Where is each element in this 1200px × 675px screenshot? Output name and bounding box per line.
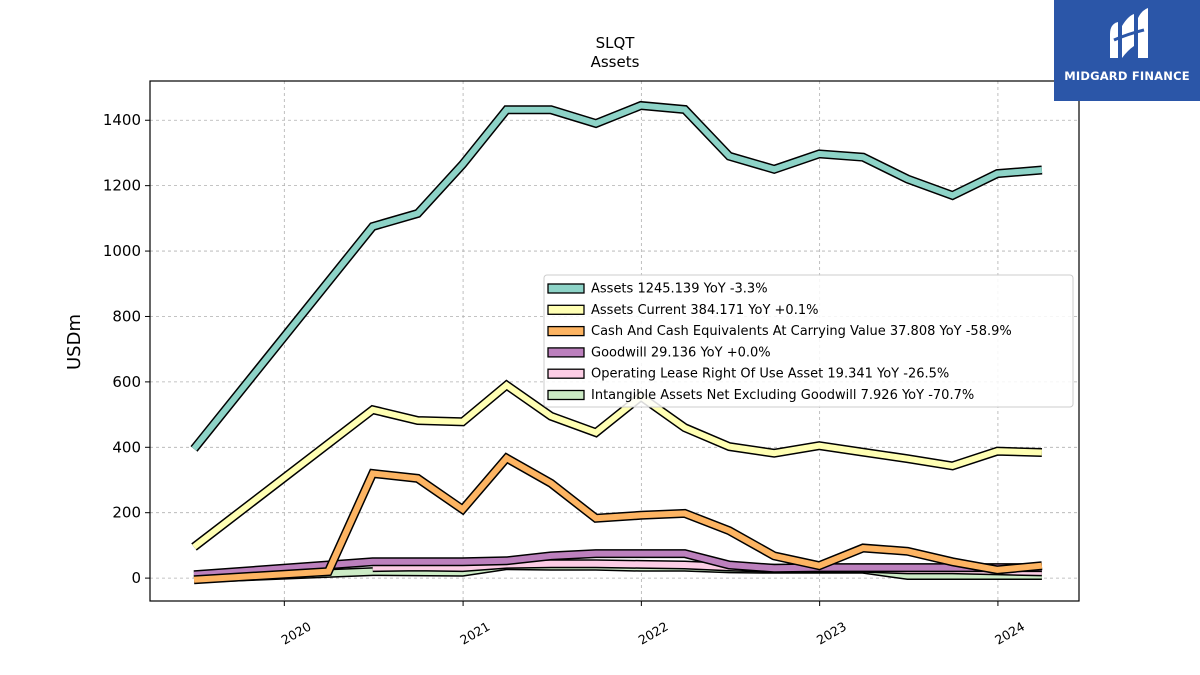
x-axis: 2020 2021 2022 2023 2024: [279, 601, 1027, 648]
y-tick-label: 800: [112, 307, 141, 325]
series-line-cash-and-cash-equivalents-at-carrying-value: [193, 454, 1043, 583]
plot-frame: [149, 80, 1080, 602]
logo-text: MIDGARD FINANCE: [1064, 69, 1190, 83]
series-outline-assets-current: [191, 379, 1043, 551]
legend-swatch: [547, 283, 585, 294]
legend: Assets 1245.139 YoY -3.3% Assets Current …: [543, 274, 1074, 408]
logo: MIDGARD FINANCE: [1054, 0, 1200, 101]
x-tick-label: 2023: [814, 619, 849, 648]
x-tick-label: 2024: [992, 619, 1027, 648]
y-tick-label: 0: [131, 569, 141, 587]
y-tick-label: 400: [112, 438, 141, 456]
y-tick-label: 600: [112, 373, 141, 391]
legend-entry: Operating Lease Right Of Use Asset 19.34…: [591, 367, 949, 382]
x-tick-label: 2020: [279, 619, 314, 648]
legend-swatch: [547, 347, 585, 358]
y-tick-label: 1400: [103, 111, 141, 129]
y-tick-label: 1000: [103, 242, 141, 260]
legend-swatch: [547, 304, 585, 315]
legend-swatch: [547, 325, 585, 337]
y-tick-label: 200: [112, 504, 141, 522]
series-line-assets-current: [192, 381, 1042, 550]
legend-entry: Intangible Assets Net Excluding Goodwill…: [591, 388, 974, 403]
legend-entry: Cash And Cash Equivalents At Carrying Va…: [591, 324, 1012, 339]
y-axis-label: USDm: [64, 314, 85, 370]
x-tick-label: 2021: [457, 619, 492, 648]
y-axis: 0 200 400 600 800 1000 1200 1400: [103, 111, 150, 587]
legend-swatch: [547, 389, 585, 401]
legend-entry: Assets 1245.139 YoY -3.3%: [591, 282, 768, 297]
chart-subtitle: Assets: [591, 53, 640, 71]
legend-entry: Assets Current 384.171 YoY +0.1%: [591, 303, 818, 318]
legend-box: [543, 274, 1074, 408]
y-tick-label: 1200: [103, 177, 141, 195]
x-tick-label: 2022: [636, 619, 671, 648]
legend-entry: Goodwill 29.136 YoY +0.0%: [591, 345, 771, 360]
series-line-assets: [191, 102, 1043, 451]
series-line-goodwill: [193, 550, 1042, 578]
legend-swatch: [547, 368, 585, 379]
chart-title: SLQT: [596, 34, 636, 52]
logo-mark-icon: [1110, 8, 1148, 58]
series-lines: [190, 100, 1043, 585]
